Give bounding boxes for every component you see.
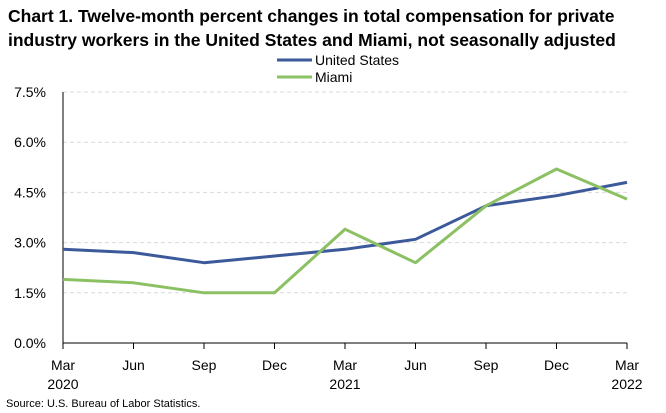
x-tick-label-8: Mar (615, 357, 639, 373)
x-tick-label-3: Dec (262, 357, 287, 373)
source-note: Source: U.S. Bureau of Labor Statistics. (6, 398, 201, 410)
x-tick-label-4: Mar (333, 357, 357, 373)
x-year-label-0: 2020 (47, 376, 78, 392)
chart-title-line-2: industry workers in the United States an… (8, 30, 616, 50)
x-tick-label-2: Sep (192, 357, 217, 373)
x-year-label-4: 2021 (329, 376, 360, 392)
x-tick-label-7: Dec (544, 357, 569, 373)
y-tick-label-2: 3.0% (14, 235, 46, 251)
x-tick-label-5: Jun (404, 357, 427, 373)
series-line-miami (62, 167, 628, 295)
x-year-label-8: 2022 (611, 376, 642, 392)
x-tick-label-6: Sep (474, 357, 499, 373)
y-tick-label-3: 4.5% (14, 184, 46, 200)
y-tick-label-1: 1.5% (14, 285, 46, 301)
x-tick-label-1: Jun (122, 357, 145, 373)
y-tick-label-0: 0.0% (14, 335, 46, 351)
legend-label-miami: Miami (315, 69, 352, 85)
chart-title: Chart 1. Twelve-month percent changes in… (8, 4, 660, 52)
chart-title-line-1: Chart 1. Twelve-month percent changes in… (8, 6, 615, 26)
y-tick-label-5: 7.5% (14, 84, 46, 100)
series-line-united-states (62, 180, 628, 265)
x-tick-label-0: Mar (51, 357, 75, 373)
legend-label-united-states: United States (315, 52, 399, 68)
y-tick-label-4: 6.0% (14, 134, 46, 150)
